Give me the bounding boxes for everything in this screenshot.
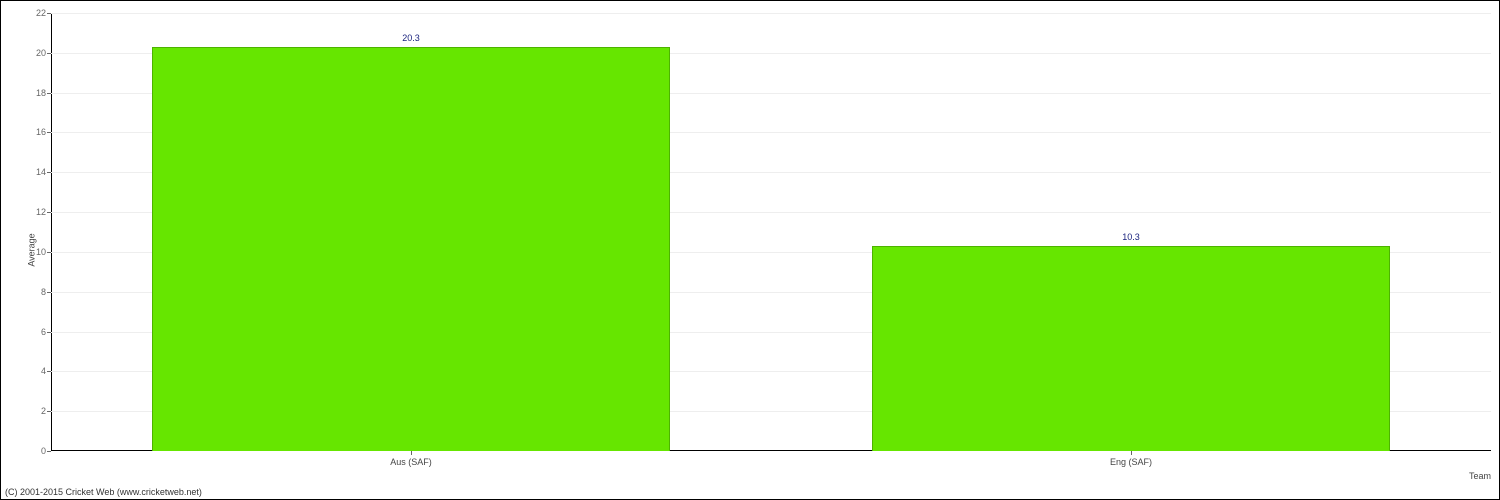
y-tick-label: 10: [36, 247, 51, 257]
y-tick-label: 16: [36, 127, 51, 137]
y-tick-label: 2: [41, 406, 51, 416]
y-axis: [51, 13, 52, 451]
gridline: [51, 13, 1491, 14]
bar-value-label: 20.3: [402, 33, 420, 47]
y-axis-title: Average: [27, 233, 37, 266]
x-tick-label: Eng (SAF): [1110, 451, 1152, 467]
y-tick-label: 22: [36, 8, 51, 18]
y-tick-label: 14: [36, 167, 51, 177]
bar: [872, 246, 1390, 451]
footer-copyright: (C) 2001-2015 Cricket Web (www.cricketwe…: [5, 487, 202, 497]
y-tick-label: 4: [41, 366, 51, 376]
y-tick-label: 18: [36, 88, 51, 98]
y-tick-label: 0: [41, 446, 51, 456]
x-tick-label: Aus (SAF): [390, 451, 432, 467]
bar: [152, 47, 670, 451]
x-axis-title: Team: [1469, 471, 1491, 481]
y-tick-label: 12: [36, 207, 51, 217]
y-tick-label: 8: [41, 287, 51, 297]
chart-container: 0 2 4 6 8 10 12 14 16 18 20 22 20.3 Aus (SAF) 10.3 Eng …: [0, 0, 1500, 500]
bar-value-label: 10.3: [1122, 232, 1140, 246]
plot-area: 024681012141618202220.3Aus (SAF)10.3Eng …: [51, 13, 1491, 451]
y-tick-label: 6: [41, 327, 51, 337]
y-tick-label: 20: [36, 48, 51, 58]
